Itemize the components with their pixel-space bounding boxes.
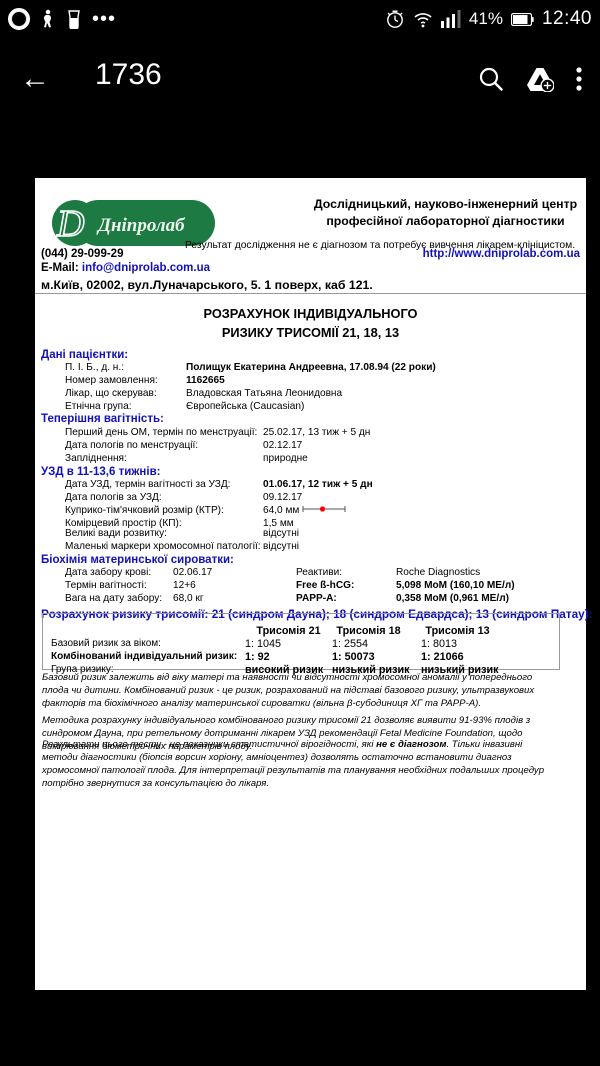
svg-text:D: D [56, 203, 84, 245]
svg-text:Дніпролаб: Дніпролаб [96, 215, 186, 236]
